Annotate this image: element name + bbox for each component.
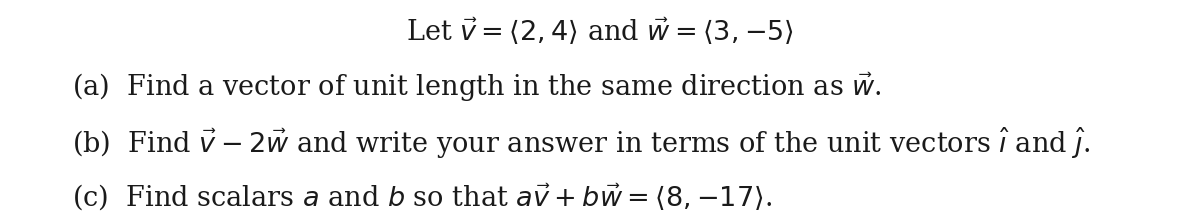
Text: Let $\vec{v} = \langle 2, 4\rangle$ and $\vec{w} = \langle 3, {-}5\rangle$: Let $\vec{v} = \langle 2, 4\rangle$ and …: [406, 15, 794, 47]
Text: (b)  Find $\vec{v} - 2\vec{w}$ and write your answer in terms of the unit vector: (b) Find $\vec{v} - 2\vec{w}$ and write …: [72, 126, 1090, 161]
Text: (c)  Find scalars $a$ and $b$ so that $a\vec{v} + b\vec{w} = \langle 8, {-}17\ra: (c) Find scalars $a$ and $b$ so that $a\…: [72, 181, 772, 213]
Text: (a)  Find a vector of unit length in the same direction as $\vec{w}$.: (a) Find a vector of unit length in the …: [72, 71, 882, 104]
